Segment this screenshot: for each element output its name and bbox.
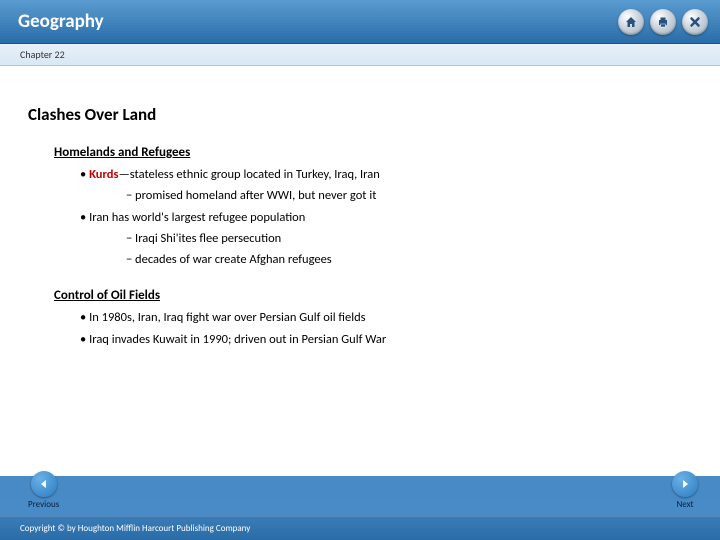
bullet-item: • In 1980s, Iran, Iraq fight war over Pe… [80,307,692,328]
header-buttons [618,9,708,35]
close-icon [688,15,702,29]
header-title: Geography [18,10,104,33]
close-button[interactable] [682,9,708,35]
nav-row: Previous Next [0,471,720,510]
term-kurds: Kurds [89,167,118,182]
previous-arrow-icon [31,471,57,497]
bullet-item: • Iraq invades Kuwait in 1990; driven ou… [80,329,692,350]
bullet-text: Iraq invades Kuwait in 1990; driven out … [89,332,386,347]
bullet-text: In 1980s, Iran, Iraq fight war over Pers… [89,310,365,325]
print-button[interactable] [650,9,676,35]
bullet-item: − promised homeland after WWI, but never… [126,185,692,206]
next-label: Next [676,499,693,510]
home-icon [624,15,638,29]
content-area: Clashes Over Land Homelands and Refugees… [0,66,720,476]
bullet-item: • Kurds—stateless ethnic group located i… [80,164,692,185]
next-arrow-icon [672,471,698,497]
bullet-item: • Iran has world's largest refugee popul… [80,207,692,228]
copyright-bar: Copyright © by Houghton Mifflin Harcourt… [0,516,720,540]
next-button[interactable]: Next [672,471,698,510]
bullet-item: − decades of war create Afghan refugees [126,249,692,270]
home-button[interactable] [618,9,644,35]
previous-button[interactable]: Previous [28,471,59,510]
section1-heading: Homelands and Refugees [54,145,692,160]
chapter-label: Chapter 22 [20,48,65,61]
bullet-text: —stateless ethnic group located in Turke… [118,167,379,182]
section2-heading: Control of Oil Fields [54,288,692,303]
chapter-bar: Chapter 22 [0,44,720,66]
slide-title: Clashes Over Land [28,104,692,125]
bullet-item: − Iraqi Shi'ites flee persecution [126,228,692,249]
print-icon [656,15,670,29]
copyright-text: Copyright © by Houghton Mifflin Harcourt… [20,523,250,534]
bullet-text: Iran has world's largest refugee populat… [89,210,305,225]
header-bar: Geography [0,0,720,44]
previous-label: Previous [28,499,59,510]
